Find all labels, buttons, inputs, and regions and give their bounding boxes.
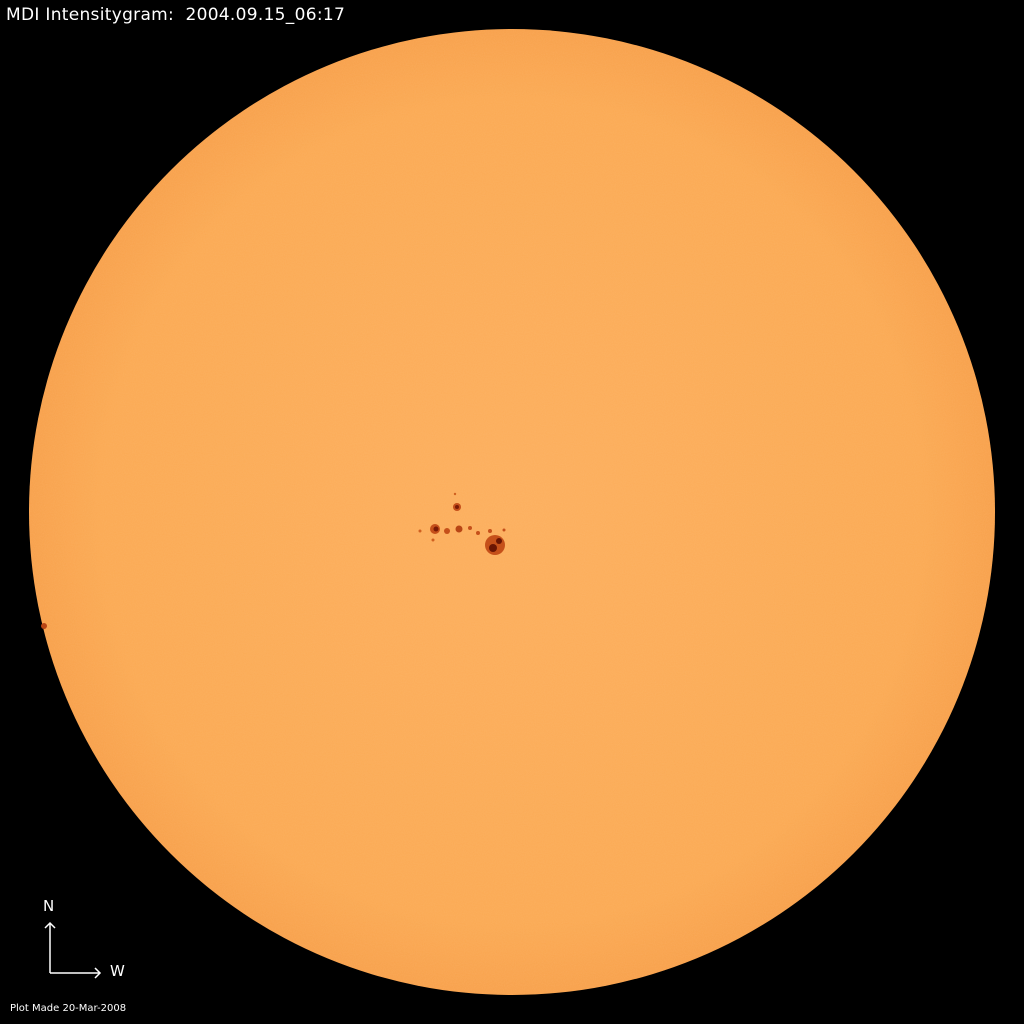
orientation-compass — [44, 921, 102, 979]
image-title: MDI Intensitygram: 2004.09.15_06:17 — [6, 5, 346, 25]
west-label: W — [110, 962, 125, 980]
granulation-texture — [29, 29, 995, 995]
limb-sunspot — [41, 623, 47, 629]
north-label: N — [43, 897, 55, 915]
plot-date-footer: Plot Made 20-Mar-2008 — [10, 1003, 127, 1014]
sunspot-group — [41, 492, 506, 629]
